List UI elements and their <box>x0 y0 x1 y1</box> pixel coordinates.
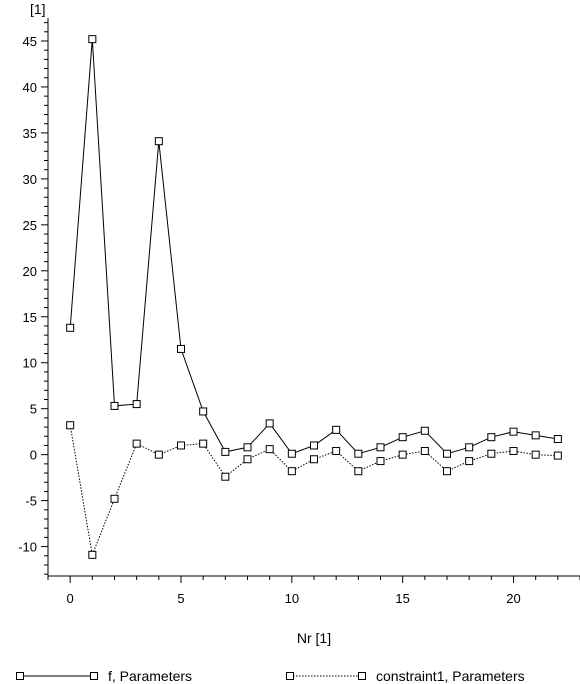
series-constraint1-point <box>287 467 296 476</box>
series-f-point <box>332 425 341 434</box>
series-constraint1-point <box>221 472 230 481</box>
series-f-point <box>443 449 451 458</box>
x-tick-label: 15 <box>395 591 409 606</box>
y-tick-label: 0 <box>30 448 37 463</box>
y-tick-label: -10 <box>18 540 37 555</box>
series-constraint1-point <box>265 445 274 454</box>
series-f-point <box>310 441 318 450</box>
series-f-point <box>199 407 208 416</box>
series-f-point <box>132 400 141 409</box>
x-tick-label: 0 <box>67 591 74 606</box>
x-tick-label: 10 <box>285 591 299 606</box>
series-constraint1-point <box>465 457 474 466</box>
series-constraint1-point <box>332 446 341 455</box>
series-constraint1-point <box>420 446 429 455</box>
x-axis-title: Nr [1] <box>297 630 331 646</box>
series-f-point <box>154 137 163 146</box>
x-tick-label: 5 <box>177 591 184 606</box>
series-constraint1-point <box>110 494 119 503</box>
y-tick-label: 25 <box>23 218 37 233</box>
series-f-point <box>398 433 407 442</box>
series-f-point <box>420 426 429 435</box>
series-constraint1-point <box>132 439 141 448</box>
y-axis-title: [1] <box>30 1 46 17</box>
series-constraint1-point <box>88 550 97 559</box>
series-f-point <box>287 449 296 458</box>
y-tick-label: 35 <box>23 126 37 141</box>
series-constraint1-point <box>531 450 540 459</box>
series-constraint1-point <box>443 467 451 476</box>
y-tick-label: -5 <box>25 494 37 509</box>
legend: f, Parameters constraint1, Parameters <box>16 668 525 684</box>
y-tick-label: 15 <box>23 310 37 325</box>
legend-marker-constraint1-start <box>286 672 294 680</box>
series-f-point <box>177 344 185 353</box>
legend-marker-f-start <box>16 672 24 680</box>
y-tick-label: 40 <box>23 80 37 95</box>
series-f-point <box>354 449 363 458</box>
series-f-point <box>221 447 230 456</box>
series-f-point <box>487 433 496 442</box>
y-tick-label: 45 <box>23 34 37 49</box>
series-constraint1-point <box>487 449 496 458</box>
series-f-point <box>531 431 540 440</box>
series-constraint1-point <box>310 455 318 464</box>
series-constraint1-point <box>553 451 562 460</box>
series-f-point <box>243 443 252 452</box>
series-f-point <box>465 443 474 452</box>
y-tick-label: 5 <box>30 402 37 417</box>
legend-item-constraint1: constraint1, Parameters <box>286 668 525 684</box>
series-constraint1-point <box>398 450 407 459</box>
series-constraint1-point <box>177 441 185 450</box>
y-tick-label: 20 <box>23 264 37 279</box>
series-f-point <box>66 323 75 332</box>
series-f-point <box>265 419 274 428</box>
series-f-point <box>509 427 518 436</box>
series-constraint1-point <box>509 446 518 455</box>
legend-item-f: f, Parameters <box>16 668 192 684</box>
y-tick-label: 30 <box>23 172 37 187</box>
legend-marker-constraint1-end <box>358 672 366 680</box>
y-tick-label: 10 <box>23 356 37 371</box>
series-f-line <box>69 39 558 455</box>
x-tick-label: 20 <box>506 591 520 606</box>
series-constraint1-point <box>243 455 252 464</box>
series-f-point <box>88 35 97 44</box>
legend-label-constraint1: constraint1, Parameters <box>376 668 525 684</box>
series-constraint1-point <box>154 450 163 459</box>
series-constraint1-point <box>376 457 385 466</box>
plot-area: -10 -5 0 5 10 15 20 25 30 35 40 45 0 5 10 15 20 <box>18 18 580 606</box>
series-f-point <box>376 443 385 452</box>
legend-marker-f-end <box>90 672 98 680</box>
series-constraint1-point <box>66 421 75 430</box>
series-constraint1-point <box>354 467 363 476</box>
legend-label-f: f, Parameters <box>108 668 192 684</box>
series-constraint1-point <box>199 439 208 448</box>
series-f-point <box>110 401 119 410</box>
series-f-point <box>553 435 562 444</box>
